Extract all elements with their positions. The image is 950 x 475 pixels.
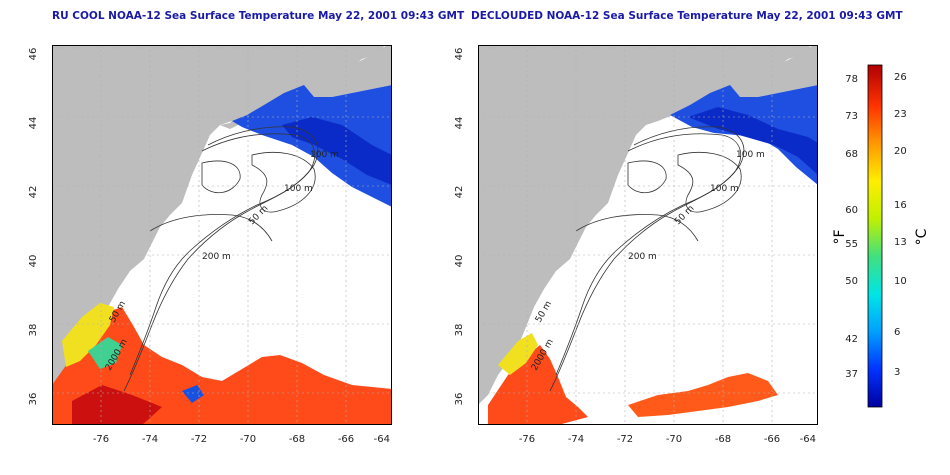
- warm-offshore-patches: [628, 373, 778, 417]
- declouded-sst-map: 200 m 100 m 50 m 50 m 2000 m 100 m: [478, 45, 818, 425]
- raw-sst-map: 200 m 100 m 50 m 50 m 2000 m 100 m: [52, 45, 392, 425]
- land-mass: [52, 45, 384, 405]
- map-frame: [478, 45, 818, 425]
- y-tick-label: 44: [28, 117, 39, 130]
- x-tick-label: -70: [666, 434, 682, 445]
- x-tick-label: -76: [519, 434, 535, 445]
- contour-label: 200 m: [202, 252, 231, 262]
- nova-scotia: [292, 45, 392, 101]
- x-tick-label: -64: [800, 434, 816, 445]
- temperature-colorbar: 78 73 68 60 55 50 42 37 26 23 20 16 13 1…: [832, 64, 930, 408]
- celsius-tick: 16: [894, 200, 907, 211]
- fahrenheit-tick: 60: [845, 205, 858, 216]
- celsius-tick: 20: [894, 146, 907, 157]
- celsius-axis-label: °C: [914, 228, 930, 245]
- contour-label: 100 m: [710, 184, 739, 194]
- x-tick-label: -74: [568, 434, 584, 445]
- x-tick-label: -66: [764, 434, 780, 445]
- celsius-tick: 10: [894, 276, 907, 287]
- celsius-tick: 13: [894, 237, 907, 248]
- x-tick-label: -70: [240, 434, 256, 445]
- green-patch: [88, 337, 122, 369]
- fahrenheit-tick: 68: [845, 149, 858, 160]
- y-tick-label: 44: [454, 117, 465, 130]
- cape-cod: [220, 115, 242, 129]
- fahrenheit-tick: 37: [845, 369, 858, 380]
- blue-eddy: [182, 385, 204, 403]
- land-mass: [478, 45, 810, 405]
- y-tick-label: 42: [28, 186, 39, 199]
- yellow-patch: [498, 333, 538, 375]
- right-y-axis: 46 44 42 40 38 36: [454, 48, 465, 406]
- fahrenheit-tick: 78: [845, 74, 858, 85]
- celsius-tick: 26: [894, 72, 907, 83]
- contour-label: 100 m: [284, 184, 313, 194]
- y-tick-label: 46: [28, 48, 39, 61]
- colorbar-gradient: [867, 64, 883, 408]
- cold-water-patch: [232, 85, 392, 207]
- fahrenheit-tick: 42: [845, 334, 858, 345]
- lat-lon-grid: [478, 45, 818, 425]
- right-x-axis: -76 -74 -72 -70 -68 -66 -64: [519, 434, 816, 445]
- celsius-tick: 6: [894, 327, 900, 338]
- x-tick-label: -74: [142, 434, 158, 445]
- left-y-axis: 46 44 42 40 38 36: [28, 48, 39, 406]
- x-tick-label: -64: [374, 434, 390, 445]
- warm-water-band: [52, 307, 392, 425]
- x-tick-label: -72: [191, 434, 207, 445]
- y-tick-label: 42: [454, 186, 465, 199]
- y-tick-label: 40: [28, 255, 39, 268]
- lat-lon-grid: [52, 45, 392, 425]
- celsius-tick: 3: [894, 367, 900, 378]
- fahrenheit-tick: 55: [845, 239, 858, 250]
- warm-water-band: [488, 345, 588, 425]
- map-frame: [52, 45, 392, 425]
- fahrenheit-tick: 73: [845, 111, 858, 122]
- x-tick-label: -76: [93, 434, 109, 445]
- y-tick-label: 36: [454, 393, 465, 406]
- y-tick-label: 36: [28, 393, 39, 406]
- hot-water-core: [72, 385, 162, 425]
- y-tick-label: 46: [454, 48, 465, 61]
- x-tick-label: -72: [617, 434, 633, 445]
- right-map-title: DECLOUDED NOAA-12 Sea Surface Temperatur…: [471, 10, 903, 22]
- celsius-tick: 23: [894, 109, 907, 120]
- contour-label: 100 m: [310, 150, 339, 160]
- y-tick-label: 38: [454, 324, 465, 337]
- fahrenheit-axis-label: °F: [832, 229, 848, 244]
- cold-water-core: [688, 107, 818, 175]
- x-tick-label: -68: [289, 434, 305, 445]
- y-tick-label: 38: [28, 324, 39, 337]
- y-tick-label: 40: [454, 255, 465, 268]
- fahrenheit-tick: 50: [845, 276, 858, 287]
- nova-scotia: [718, 45, 818, 101]
- x-tick-label: -66: [338, 434, 354, 445]
- contour-label: 100 m: [736, 150, 765, 160]
- yellow-patch: [62, 303, 114, 367]
- x-tick-label: -68: [715, 434, 731, 445]
- left-map-title: RU COOL NOAA-12 Sea Surface Temperature …: [52, 10, 465, 22]
- left-x-axis: -76 -74 -72 -70 -68 -66 -64: [93, 434, 390, 445]
- contour-label: 200 m: [628, 252, 657, 262]
